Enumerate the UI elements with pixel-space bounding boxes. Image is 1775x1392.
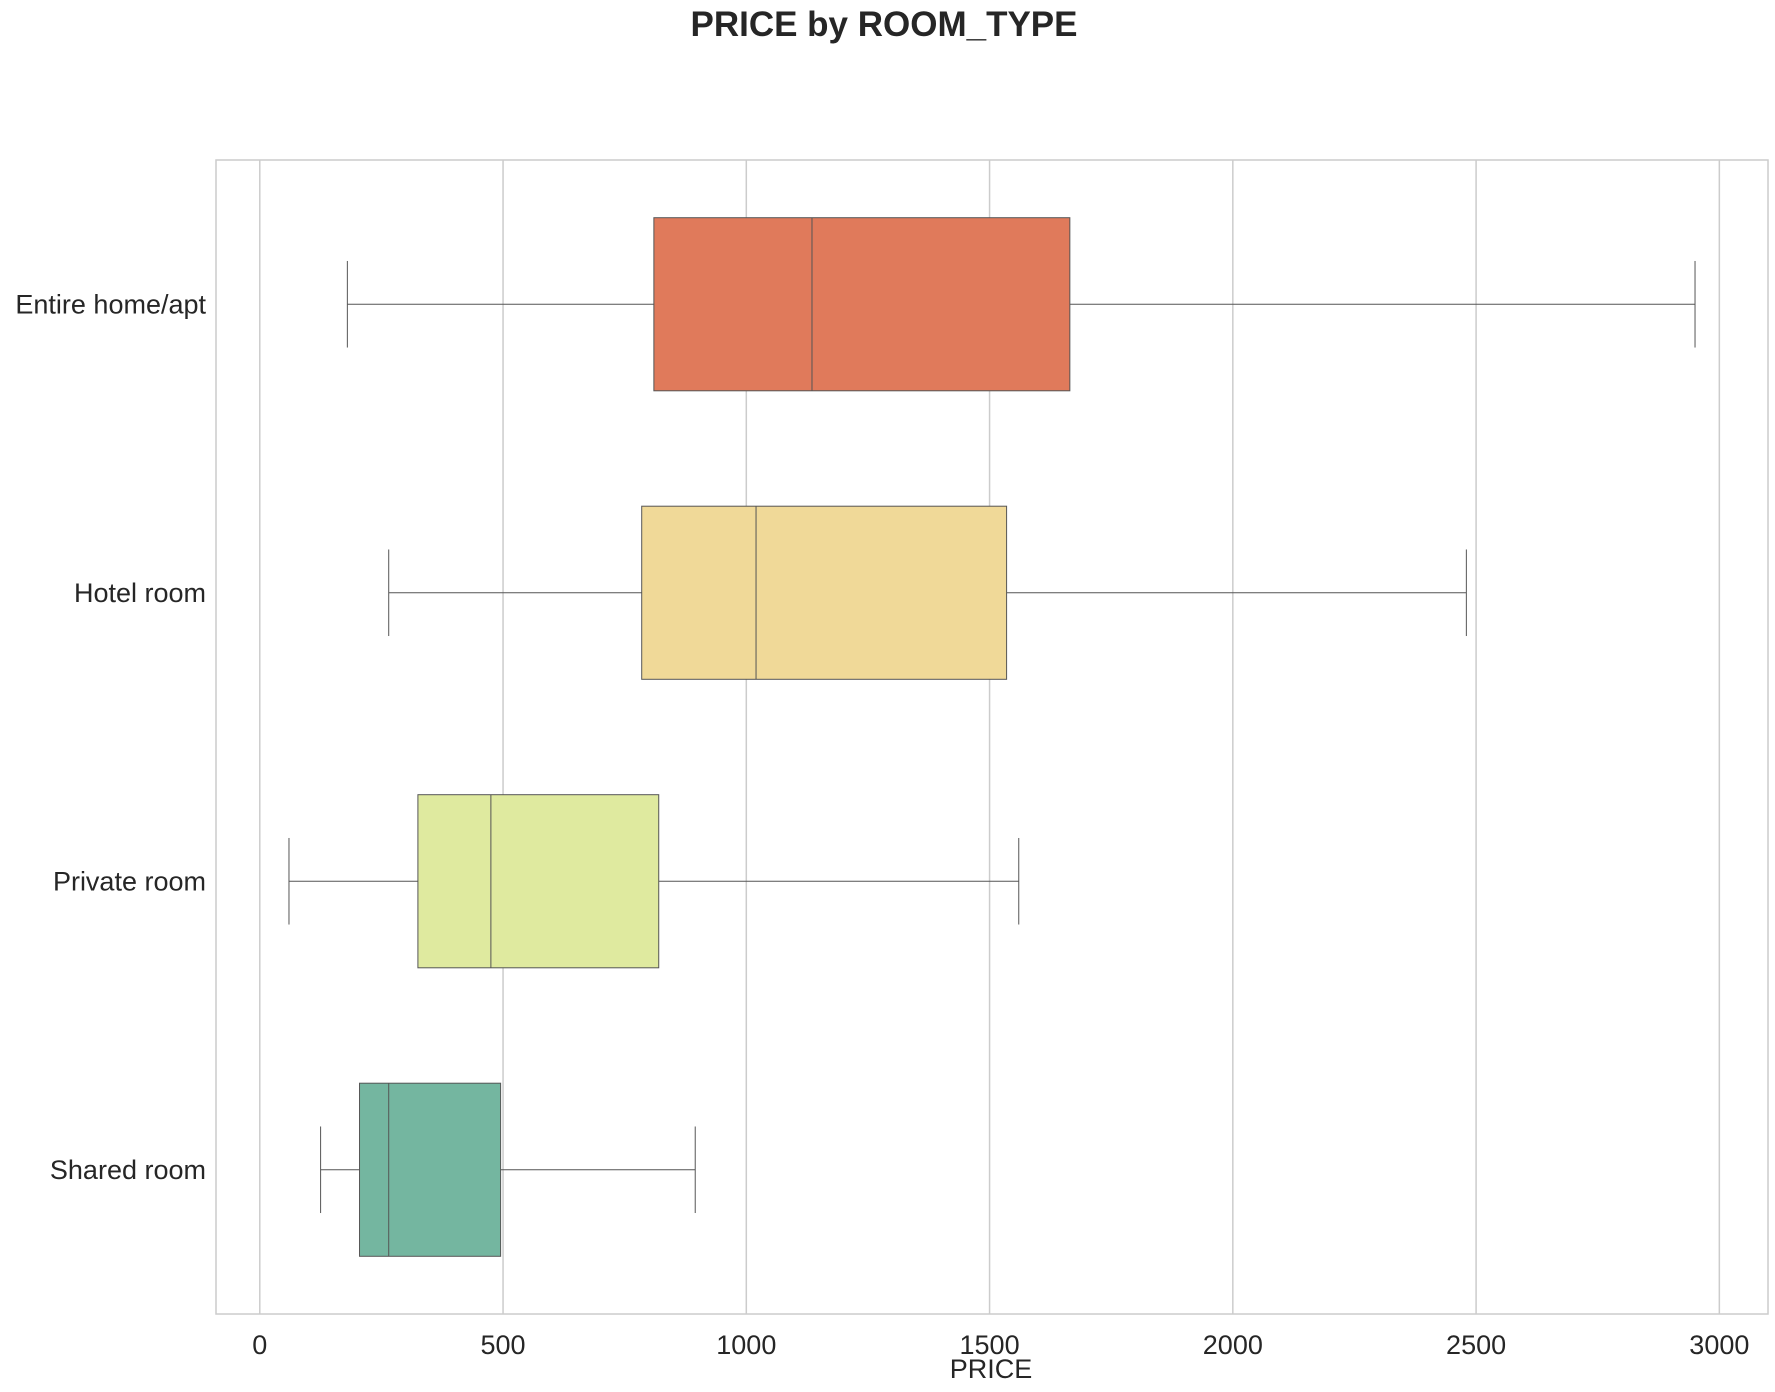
- x-tick-label-1500: 1500: [960, 1330, 1020, 1360]
- iqr-box: [653, 217, 1071, 392]
- iqr-box: [641, 505, 1008, 680]
- plot-frame: [215, 159, 1769, 1315]
- box-group-private-room: [288, 794, 1020, 969]
- iqr-box: [417, 794, 660, 969]
- y-tick-labels: Entire home/apt Hotel room Private room Sha…: [15, 289, 206, 1185]
- y-tick-label-private-room: Private room: [53, 866, 206, 896]
- x-tick-label-2000: 2000: [1203, 1330, 1263, 1360]
- box-group-entire-home-apt: [346, 217, 1696, 392]
- x-tick-label-0: 0: [252, 1330, 267, 1360]
- y-tick-label-hotel-room: Hotel room: [74, 578, 206, 608]
- box-group-hotel-room: [388, 505, 1467, 680]
- x-tick-label-500: 500: [481, 1330, 526, 1360]
- iqr-box: [359, 1082, 502, 1257]
- x-tick-labels: 0 500 1000 1500 2000 2500 3000: [252, 1330, 1749, 1360]
- box-series: [288, 217, 1696, 1257]
- box-group-shared-room: [320, 1082, 696, 1257]
- x-tick-label-3000: 3000: [1689, 1330, 1749, 1360]
- x-tick-label-1000: 1000: [716, 1330, 776, 1360]
- x-tick-label-2500: 2500: [1446, 1330, 1506, 1360]
- x-axis-label: PRICE: [950, 1354, 1033, 1384]
- chart-title: PRICE by ROOM_TYPE: [690, 5, 1077, 44]
- y-tick-label-entire-home-apt: Entire home/apt: [15, 289, 206, 319]
- y-tick-label-shared-room: Shared room: [50, 1155, 206, 1185]
